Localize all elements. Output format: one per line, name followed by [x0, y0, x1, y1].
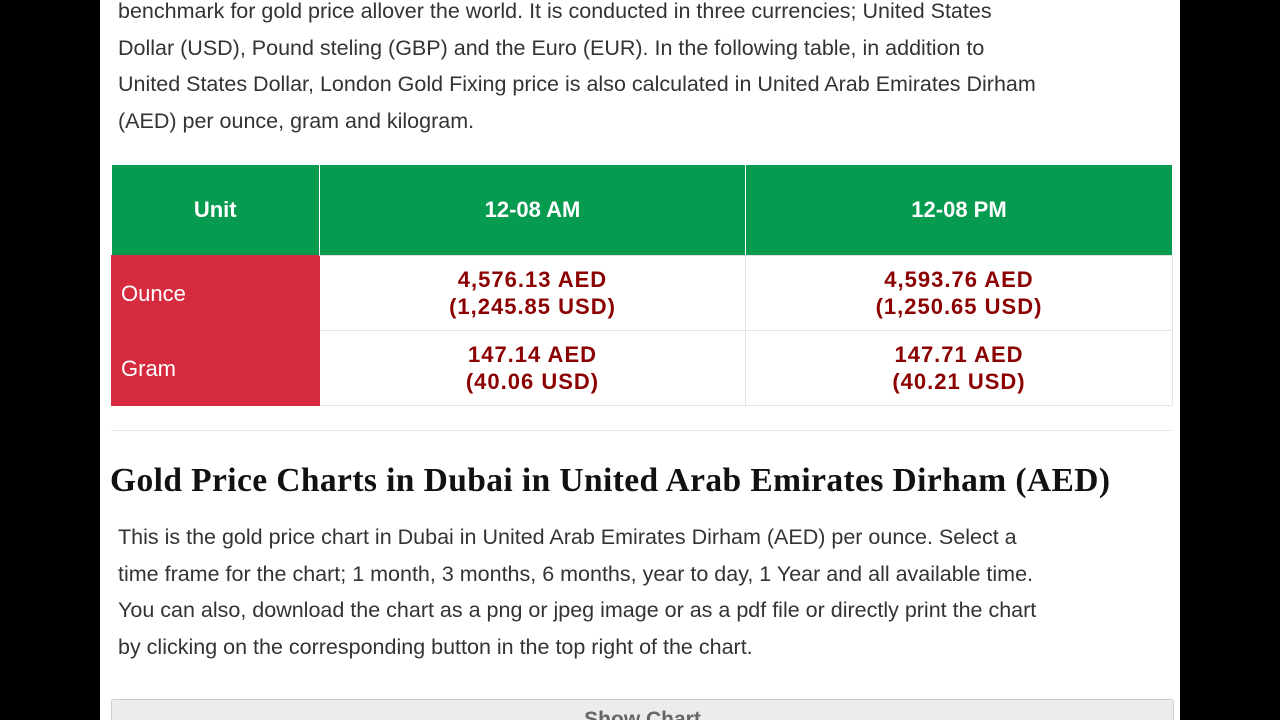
- price-table: Unit 12-08 AM 12-08 PM Ounce 4,576.13 AED (1…: [111, 165, 1173, 406]
- column-header: 12-08 PM: [745, 165, 1173, 256]
- price-cell: 147.71 AED (40.21 USD): [745, 330, 1173, 406]
- unit-cell: Gram: [111, 330, 320, 406]
- text-line: benchmark for gold price allover the wor…: [118, 0, 992, 23]
- text-line: time frame for the chart; 1 month, 3 mon…: [118, 561, 1034, 586]
- table-body: Ounce 4,576.13 AED (1,245.85 USD) 4,593.76 …: [111, 255, 1173, 406]
- aed-price: 4,576.13 AED: [457, 267, 608, 292]
- price-cell: 147.14 AED (40.06 USD): [319, 330, 746, 406]
- unit-cell: Ounce: [111, 255, 320, 331]
- usd-price: (40.06 USD): [465, 369, 600, 394]
- table-row: Gram 147.14 AED (40.06 USD) 147.71 AED (40.2…: [111, 330, 1173, 406]
- table-row: Ounce 4,576.13 AED (1,245.85 USD) 4,593.76 …: [111, 255, 1173, 331]
- text-line: United States Dollar, London Gold Fixing…: [118, 72, 1036, 96]
- aed-price: 147.14 AED: [467, 342, 598, 367]
- intro-paragraph: benchmark for gold price allover the wor…: [118, 0, 1036, 139]
- usd-price: (40.21 USD): [892, 369, 1026, 394]
- header-row: Unit 12-08 AM 12-08 PM: [111, 165, 1173, 256]
- text-line: by clicking on the corresponding button …: [118, 634, 753, 659]
- section-paragraph: This is the gold price chart in Dubai in…: [118, 519, 1036, 665]
- price-cell: 4,576.13 AED (1,245.85 USD): [319, 255, 746, 331]
- usd-price: (1,245.85 USD): [449, 294, 616, 319]
- text-line: This is the gold price chart in Dubai in…: [118, 525, 1017, 549]
- text-line: (AED) per ounce, gram and kilogram.: [118, 108, 475, 133]
- divider: [111, 430, 1172, 431]
- content: benchmark for gold price allover the wor…: [100, 0, 1180, 720]
- show-chart-button[interactable]: Show Chart: [111, 699, 1174, 720]
- text-line: You can also, download the chart as a pn…: [118, 598, 1037, 622]
- column-header: 12-08 AM: [319, 165, 746, 256]
- aed-price: 4,593.76 AED: [884, 267, 1034, 292]
- usd-price: (1,250.65 USD): [875, 294, 1043, 319]
- aed-price: 147.71 AED: [894, 342, 1024, 367]
- column-header: Unit: [111, 165, 320, 256]
- text-line: Dollar (USD), Pound steling (GBP) and th…: [118, 35, 985, 60]
- section-heading: Gold Price Charts in Dubai in United Ara…: [110, 462, 1111, 499]
- price-cell: 4,593.76 AED (1,250.65 USD): [745, 255, 1173, 331]
